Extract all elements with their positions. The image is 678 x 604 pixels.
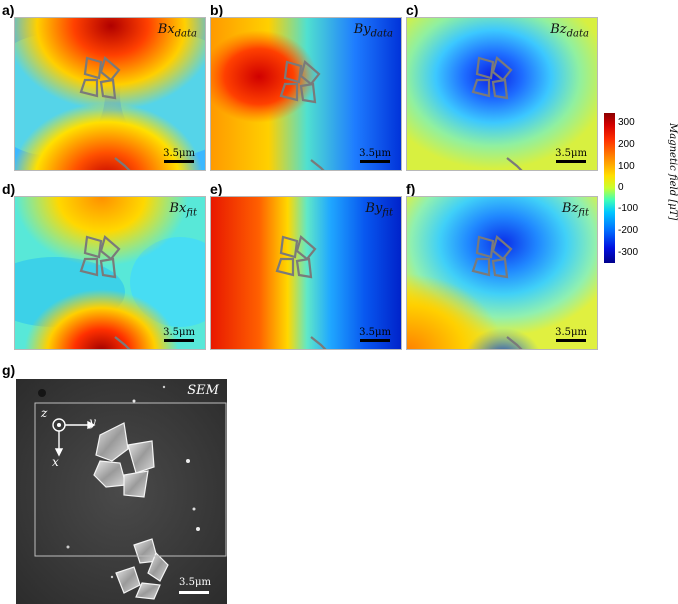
colorbar-tick: 300: [618, 117, 635, 128]
colorbar-tick: 200: [618, 139, 635, 150]
scale-bar-f: 3.5μm: [555, 327, 587, 342]
panel-b-letter: b): [210, 2, 224, 18]
panel-c-letter: c): [406, 2, 419, 18]
colorbar: 300 200 100 0 -100 -200 -300 Magnetic fi…: [604, 113, 678, 265]
bx-data-heatmap: [15, 18, 205, 170]
bx-fit-title: Bxfit: [169, 201, 197, 219]
bx-data-map: Bxdata 3.5μm: [14, 17, 206, 171]
axis-y-label: y: [89, 415, 96, 429]
scale-bar-b: 3.5μm: [359, 148, 391, 163]
sem-image: SEM z y x 3.5μm: [16, 379, 227, 604]
scale-bar-e: 3.5μm: [359, 327, 391, 342]
bz-fit-map: Bzfit 3.5μm: [406, 196, 598, 350]
panel-e-letter: e): [210, 181, 223, 197]
colorbar-tick: -300: [618, 247, 639, 258]
colorbar-tick: 100: [618, 161, 635, 172]
colorbar-label: Magnetic field [μT]: [667, 123, 678, 221]
colorbar-gradient: [604, 113, 615, 263]
panel-g-letter: g): [2, 362, 16, 378]
by-data-map: Bydata 3.5μm: [210, 17, 402, 171]
bx-data-title: Bxdata: [157, 22, 197, 40]
bz-fit-title: Bzfit: [561, 201, 589, 219]
bz-fit-heatmap: [407, 197, 597, 349]
bz-data-map: Bzdata 3.5μm: [406, 17, 598, 171]
bz-data-heatmap: [407, 18, 597, 170]
by-fit-heatmap: [211, 197, 401, 349]
scale-bar-a: 3.5μm: [163, 148, 195, 163]
by-data-title: Bydata: [353, 22, 393, 40]
bx-fit-map: Bxfit 3.5μm: [14, 196, 206, 350]
by-data-heatmap: [211, 18, 401, 170]
colorbar-tick: 0: [618, 182, 624, 193]
bz-data-title: Bzdata: [550, 22, 589, 40]
panel-f-letter: f): [406, 181, 416, 197]
by-fit-title: Byfit: [365, 201, 393, 219]
axis-x-label: x: [52, 455, 59, 469]
scale-bar-c: 3.5μm: [555, 148, 587, 163]
bx-fit-heatmap: [15, 197, 205, 349]
scale-bar-d: 3.5μm: [163, 327, 195, 342]
panel-d-letter: d): [2, 181, 16, 197]
by-fit-map: Byfit 3.5μm: [210, 196, 402, 350]
panel-a-letter: a): [2, 2, 15, 18]
colorbar-tick: -100: [618, 203, 639, 214]
axis-z-label: z: [41, 406, 48, 420]
sem-micrograph: [16, 379, 227, 604]
sem-title: SEM: [187, 383, 219, 398]
colorbar-tick: -200: [618, 225, 639, 236]
sem-scale-label: 3.5μm: [179, 577, 211, 588]
